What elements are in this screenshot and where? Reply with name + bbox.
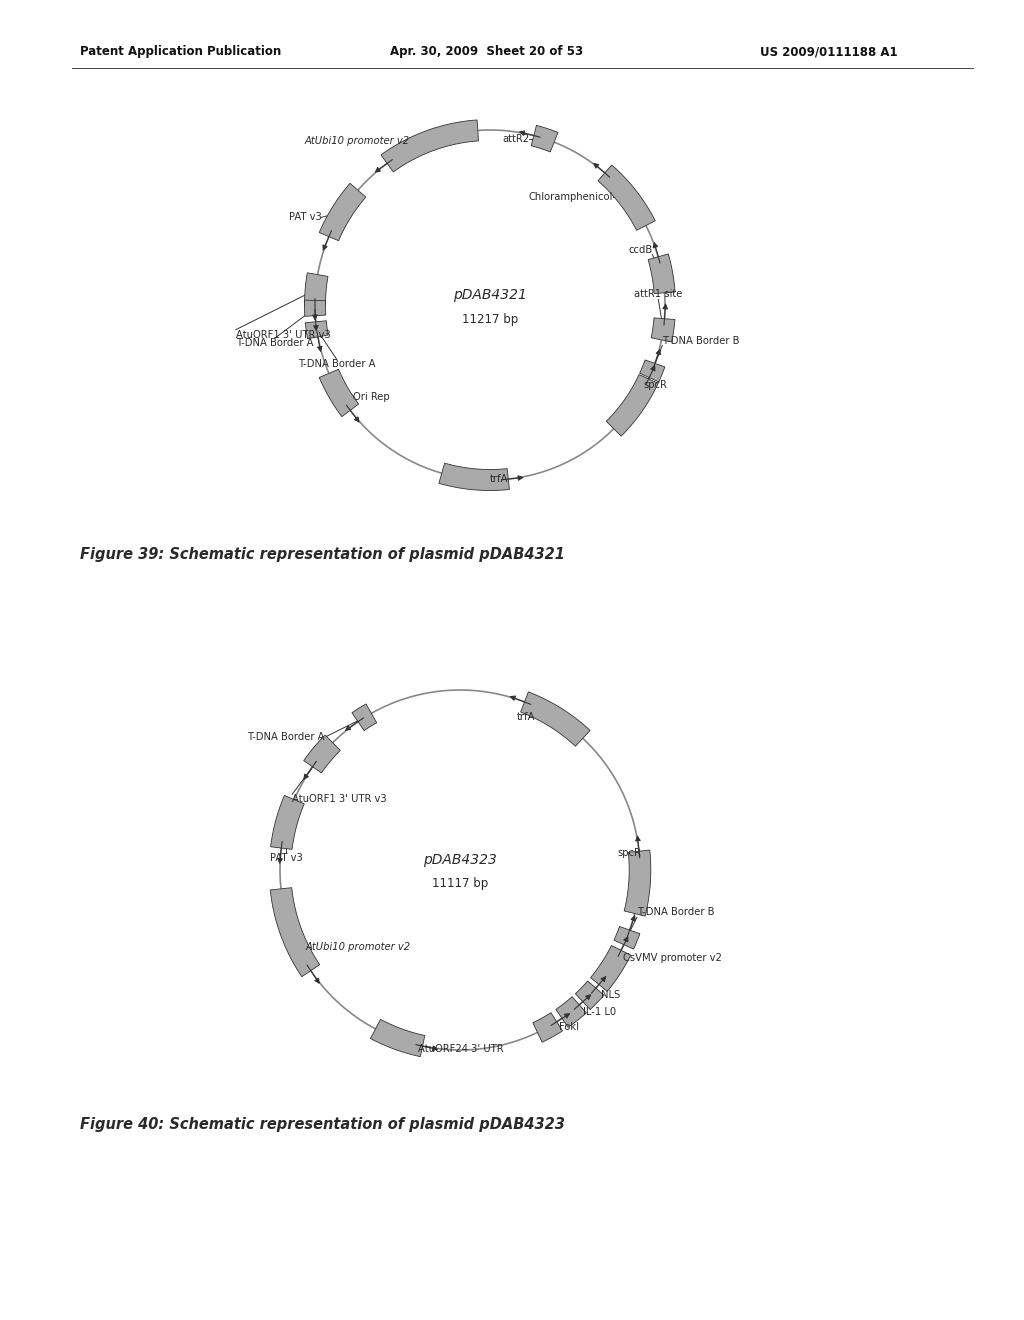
- Polygon shape: [598, 165, 655, 230]
- Text: T-DNA Border A: T-DNA Border A: [237, 338, 313, 348]
- Polygon shape: [606, 375, 658, 436]
- Polygon shape: [531, 125, 558, 152]
- Text: Patent Application Publication: Patent Application Publication: [80, 45, 282, 58]
- Text: attR2: attR2: [502, 133, 529, 144]
- Text: T-DNA Border B: T-DNA Border B: [663, 335, 739, 346]
- Text: T-DNA Border A: T-DNA Border A: [298, 359, 376, 370]
- Text: trfA: trfA: [517, 713, 536, 722]
- Polygon shape: [371, 1019, 425, 1056]
- Polygon shape: [381, 120, 478, 172]
- Polygon shape: [304, 273, 328, 305]
- Text: ccdB: ccdB: [628, 244, 652, 255]
- Polygon shape: [651, 318, 675, 342]
- Polygon shape: [614, 927, 640, 949]
- Polygon shape: [520, 692, 590, 746]
- Polygon shape: [352, 704, 377, 730]
- Text: 11117 bp: 11117 bp: [432, 878, 488, 891]
- Text: US 2009/0111188 A1: US 2009/0111188 A1: [760, 45, 898, 58]
- Polygon shape: [319, 183, 366, 240]
- Text: CsVMV promoter v2: CsVMV promoter v2: [623, 953, 722, 964]
- Text: Figure 39: Schematic representation of plasmid pDAB4321: Figure 39: Schematic representation of p…: [80, 548, 565, 562]
- Text: trfA: trfA: [489, 474, 508, 484]
- Text: spcR: spcR: [643, 380, 668, 391]
- Text: pDAB4321: pDAB4321: [453, 288, 527, 302]
- Text: NLS: NLS: [601, 990, 621, 1001]
- Text: PAT v3: PAT v3: [289, 213, 322, 222]
- Polygon shape: [556, 997, 587, 1027]
- Text: AtUbi10 promoter v2: AtUbi10 promoter v2: [306, 941, 411, 952]
- Polygon shape: [270, 796, 304, 849]
- Text: IL-1 L0: IL-1 L0: [583, 1007, 616, 1016]
- Polygon shape: [640, 360, 665, 381]
- Text: AtUbi10 promoter v2: AtUbi10 promoter v2: [305, 136, 411, 145]
- Text: T-DNA Border A: T-DNA Border A: [247, 733, 325, 742]
- Polygon shape: [532, 1012, 562, 1043]
- Text: Apr. 30, 2009  Sheet 20 of 53: Apr. 30, 2009 Sheet 20 of 53: [390, 45, 583, 58]
- Text: AtuORF24 3' UTR: AtuORF24 3' UTR: [419, 1044, 504, 1055]
- Polygon shape: [304, 300, 326, 317]
- Polygon shape: [270, 887, 319, 977]
- Text: Chloramphenicol: Chloramphenicol: [528, 193, 613, 202]
- Polygon shape: [625, 850, 651, 916]
- Text: PAT v3: PAT v3: [269, 854, 302, 863]
- Polygon shape: [305, 321, 329, 339]
- Text: AtuORF1 3' UTR v3: AtuORF1 3' UTR v3: [292, 795, 387, 804]
- Polygon shape: [575, 981, 604, 1010]
- Text: Figure 40: Schematic representation of plasmid pDAB4323: Figure 40: Schematic representation of p…: [80, 1118, 565, 1133]
- Text: attR1 site: attR1 site: [634, 289, 682, 300]
- Polygon shape: [304, 735, 340, 774]
- Polygon shape: [591, 945, 631, 991]
- Text: spcR: spcR: [617, 847, 641, 858]
- Polygon shape: [439, 463, 509, 491]
- Polygon shape: [648, 253, 675, 293]
- Text: AtuORF1 3' UTR v3: AtuORF1 3' UTR v3: [236, 330, 331, 339]
- Polygon shape: [319, 370, 358, 417]
- Text: T-DNA Border B: T-DNA Border B: [637, 907, 715, 917]
- Text: pDAB4323: pDAB4323: [423, 853, 497, 867]
- Text: FokI: FokI: [559, 1023, 580, 1032]
- Text: 11217 bp: 11217 bp: [462, 313, 518, 326]
- Text: Ori Rep: Ori Rep: [353, 392, 390, 403]
